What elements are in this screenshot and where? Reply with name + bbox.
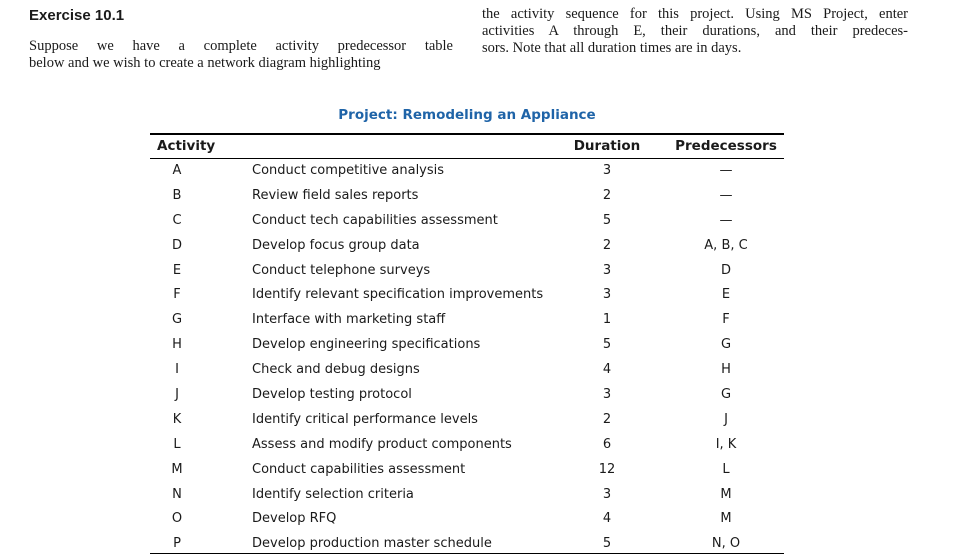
table-row: O Develop RFQ 4 M [0,508,955,533]
activity-duration: 3 [602,287,612,303]
activity-predecessors: — [719,187,733,203]
table-row: C Conduct tech capabilities assessment 5… [0,210,955,235]
text-line: below and we wish to create a network di… [29,55,381,71]
text-line: sors. Note that all duration times are i… [482,40,742,56]
activity-duration: 3 [602,262,612,278]
activity-predecessors: H [721,362,731,378]
header-activity: Activity [157,138,216,154]
table-row: J Develop testing protocol 3 G [0,384,955,409]
activity-description: Develop focus group data [252,237,420,253]
table-bottom-rule [150,553,784,555]
activity-predecessors: D [720,262,731,278]
exercise-text-right: the activity sequence for this project. … [482,6,908,57]
activity-predecessors: E [721,287,731,303]
activity-id: P [173,536,181,552]
activity-id: K [172,411,182,427]
exercise-title: Exercise 10.1 [29,7,125,24]
table-top-rule [150,133,784,135]
text-line: the activity sequence for this project. … [482,6,908,22]
activity-predecessors: L [722,461,730,477]
activity-description: Review field sales reports [252,187,419,203]
text-line: activities A through E, their durations,… [482,23,908,39]
activity-description: Identify relevant specification improvem… [252,287,544,303]
table-row: A Conduct competitive analysis 3 — [0,160,955,185]
activity-table-body: A Conduct competitive analysis 3 — B Rev… [0,160,955,558]
exercise-text-left: Suppose we have a complete activity pred… [29,38,453,72]
activity-description: Check and debug designs [252,362,420,378]
activity-id: B [172,187,182,203]
activity-duration: 5 [602,337,612,353]
activity-description: Conduct tech capabilities assessment [252,212,498,228]
activity-duration: 2 [602,187,612,203]
activity-duration: 5 [602,212,612,228]
activity-duration: 2 [602,237,612,253]
activity-predecessors: G [720,337,732,353]
activity-description: Conduct competitive analysis [252,163,445,178]
activity-id: G [171,312,183,328]
table-row: K Identify critical performance levels 2… [0,409,955,434]
activity-description: Conduct telephone surveys [252,262,431,278]
activity-predecessors: M [720,511,732,527]
activity-id: H [172,337,182,353]
activity-predecessors: J [724,411,728,427]
table-row: I Check and debug designs 4 H [0,359,955,384]
activity-duration: 4 [602,511,612,527]
table-row: L Assess and modify product components 6… [0,434,955,459]
table-header-rule [150,158,784,159]
header-duration: Duration [573,138,641,154]
activity-predecessors: M [720,486,732,502]
activity-predecessors: N, O [711,536,741,552]
activity-id: F [173,287,181,303]
activity-description: Assess and modify product components [252,436,512,452]
activity-id: M [171,461,183,477]
activity-id: O [171,511,183,527]
activity-duration: 3 [602,163,612,178]
activity-id: D [171,237,182,253]
activity-description: Conduct capabilities assessment [252,461,466,477]
table-row: G Interface with marketing staff 1 F [0,309,955,334]
header-predecessors: Predecessors [675,138,777,154]
activity-description: Identify selection criteria [252,486,414,502]
activity-id: J [175,387,179,403]
table-row: P Develop production master schedule 5 N… [0,533,955,558]
activity-id: I [175,362,179,378]
activity-duration: 4 [602,362,612,378]
activity-id: C [172,212,182,228]
activity-description: Identify critical performance levels [252,411,478,427]
activity-predecessors: F [722,312,730,328]
table-row: F Identify relevant specification improv… [0,284,955,309]
activity-description: Develop engineering specifications [252,337,481,353]
activity-description: Develop testing protocol [252,387,412,403]
activity-duration: 6 [602,436,612,452]
activity-duration: 3 [602,486,612,502]
activity-description: Develop RFQ [252,511,337,527]
table-row: D Develop focus group data 2 A, B, C [0,235,955,260]
activity-id: N [172,486,182,502]
activity-predecessors: A, B, C [704,237,748,253]
activity-id: A [172,163,182,178]
table-row: N Identify selection criteria 3 M [0,484,955,509]
activity-predecessors: — [719,212,733,228]
text-line: Suppose we have a complete activity pred… [29,38,453,54]
activity-duration: 3 [602,387,612,403]
table-row: M Conduct capabilities assessment 12 L [0,459,955,484]
table-title: Project: Remodeling an Appliance [338,107,596,123]
activity-duration: 1 [602,312,612,328]
activity-predecessors: G [720,387,732,403]
activity-duration: 12 [598,461,616,477]
activity-duration: 2 [602,411,612,427]
activity-duration: 5 [602,536,612,552]
activity-id: E [172,262,182,278]
activity-description: Develop production master schedule [252,536,492,552]
activity-predecessors: — [719,163,733,178]
table-row: E Conduct telephone surveys 3 D [0,260,955,285]
table-row: H Develop engineering specifications 5 G [0,334,955,359]
activity-predecessors: I, K [715,436,737,452]
activity-id: L [173,436,181,452]
table-row: B Review field sales reports 2 — [0,185,955,210]
activity-description: Interface with marketing staff [252,312,446,328]
